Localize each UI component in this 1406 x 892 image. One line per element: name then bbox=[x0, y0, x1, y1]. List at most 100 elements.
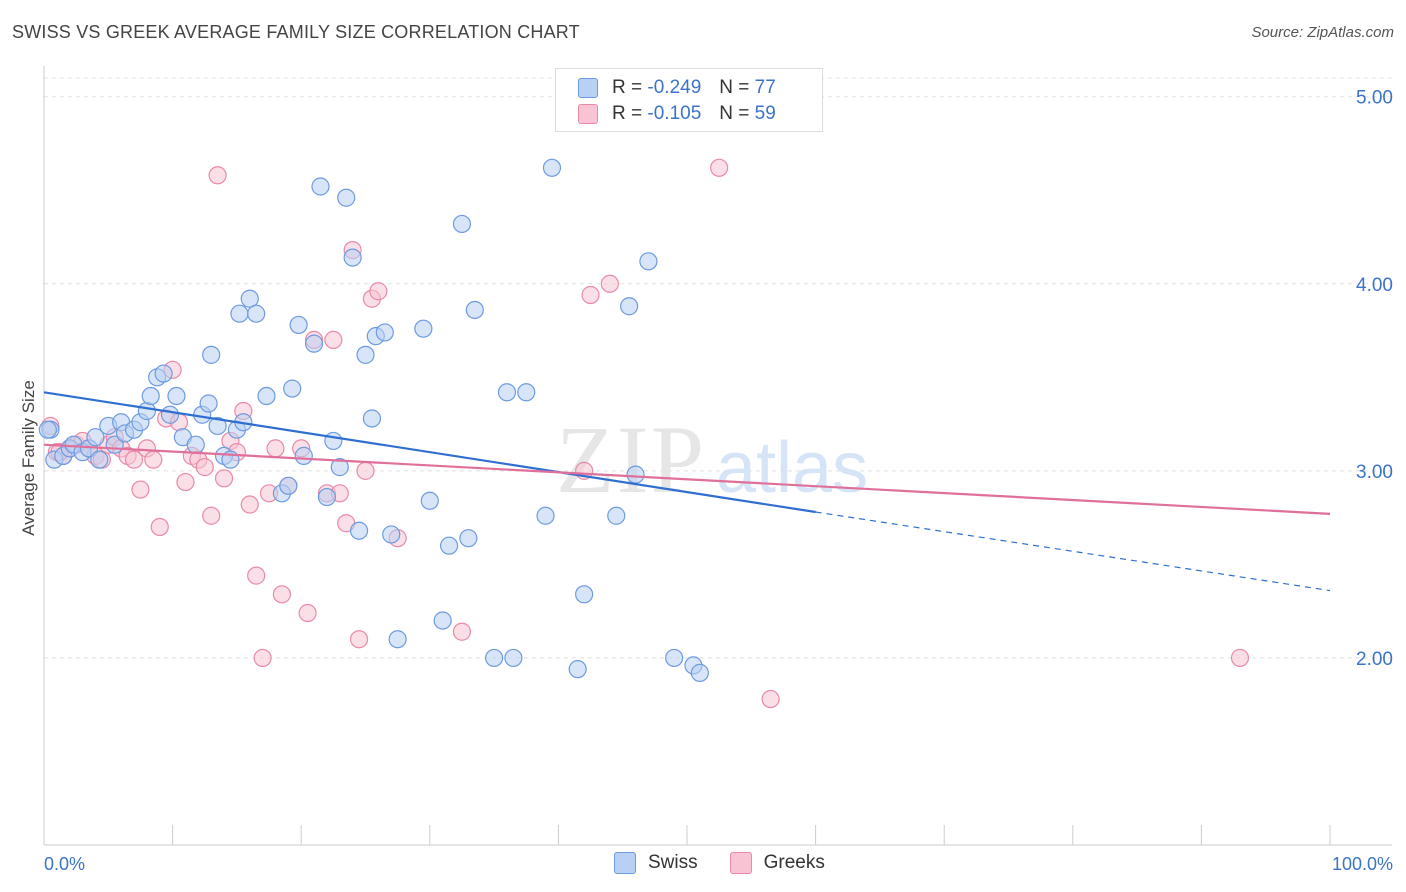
stats-legend: R = -0.249 N = 77 R = -0.105 N = 59 bbox=[555, 68, 823, 132]
swiss-trend-line-extension bbox=[815, 511, 1331, 592]
swiss-legend-swatch bbox=[614, 852, 636, 874]
swiss-n-label: N = bbox=[719, 77, 750, 98]
swiss-point-71 bbox=[626, 465, 645, 484]
greeks-point-47 bbox=[356, 461, 375, 480]
legend-item-swiss[interactable]: Swiss bbox=[614, 852, 698, 874]
swiss-point-42 bbox=[317, 487, 337, 507]
greeks-point-53 bbox=[581, 285, 600, 305]
swiss-point-31 bbox=[230, 304, 249, 323]
swiss-point-72 bbox=[639, 252, 658, 271]
swiss-point-39 bbox=[294, 446, 313, 465]
swiss-swatch bbox=[578, 78, 598, 98]
greeks-point-26 bbox=[208, 166, 227, 185]
swiss-point-48 bbox=[356, 345, 375, 364]
greeks-point-33 bbox=[253, 648, 272, 668]
swiss-point-24 bbox=[199, 394, 218, 413]
swiss-point-51 bbox=[375, 323, 394, 342]
y-tick-labels: 2.00 3.00 4.00 5.00 bbox=[1356, 88, 1393, 670]
greeks-point-24 bbox=[195, 458, 214, 477]
swiss-point-22 bbox=[186, 435, 205, 454]
legend-row-swiss: R = -0.249 N = 77 bbox=[578, 76, 776, 100]
swiss-point-34 bbox=[257, 386, 276, 406]
axes bbox=[43, 66, 1392, 846]
greeks-point-16 bbox=[144, 450, 163, 469]
swiss-point-75 bbox=[690, 663, 709, 682]
swiss-point-8 bbox=[90, 450, 109, 469]
swiss-point-58 bbox=[452, 214, 472, 234]
greeks-point-49 bbox=[369, 282, 388, 301]
legend-row-greeks: R = -0.105 N = 59 bbox=[578, 102, 776, 126]
greeks-legend-swatch bbox=[729, 852, 752, 874]
trend-lines bbox=[43, 391, 1331, 592]
swiss-point-57 bbox=[439, 536, 459, 555]
swiss-point-65 bbox=[536, 506, 555, 525]
series-legend: Swiss Greeks bbox=[614, 852, 857, 874]
swiss-point-59 bbox=[459, 529, 478, 548]
swiss-point-15 bbox=[137, 401, 156, 421]
swiss-point-70 bbox=[620, 297, 639, 316]
swiss-point-47 bbox=[349, 521, 369, 540]
swiss-point-66 bbox=[542, 158, 562, 177]
greeks-point-57 bbox=[1230, 648, 1250, 668]
swiss-point-37 bbox=[283, 379, 302, 398]
y-tick-label-0: 2.00 bbox=[1356, 649, 1393, 670]
greeks-point-32 bbox=[247, 566, 266, 585]
swiss-point-54 bbox=[414, 319, 433, 338]
chart-source: Source: ZipAtlas.com bbox=[1251, 24, 1394, 41]
swiss-trend-line bbox=[43, 391, 816, 514]
swiss-point-64 bbox=[517, 383, 536, 402]
greeks-point-39 bbox=[298, 603, 317, 623]
greeks-swatch bbox=[578, 104, 598, 124]
swiss-point-33 bbox=[247, 304, 266, 323]
y-tick-label-3: 5.00 bbox=[1356, 88, 1393, 109]
swiss-point-68 bbox=[575, 585, 594, 604]
legend-item-greeks[interactable]: Greeks bbox=[729, 852, 825, 874]
greeks-point-36 bbox=[272, 585, 292, 604]
swiss-point-18 bbox=[154, 364, 173, 383]
greeks-legend-label: Greeks bbox=[763, 852, 825, 873]
swiss-point-61 bbox=[485, 648, 504, 668]
greeks-point-51 bbox=[452, 622, 472, 641]
greeks-point-25 bbox=[202, 506, 221, 525]
swiss-point-73 bbox=[665, 648, 684, 668]
swiss-point-25 bbox=[202, 345, 221, 364]
swiss-point-19 bbox=[160, 405, 180, 424]
greeks-point-35 bbox=[266, 439, 285, 458]
swiss-point-36 bbox=[279, 476, 298, 495]
swiss-point-16 bbox=[141, 386, 160, 406]
greeks-point-42 bbox=[324, 330, 343, 350]
greeks-r-value: -0.105 bbox=[647, 103, 702, 124]
swiss-point-56 bbox=[433, 611, 452, 630]
swiss-point-7 bbox=[86, 428, 105, 447]
greeks-point-31 bbox=[240, 495, 259, 514]
greeks-point-13 bbox=[124, 450, 144, 469]
greeks-trend-line bbox=[43, 443, 1331, 515]
swiss-point-76 bbox=[38, 420, 57, 439]
swiss-point-26 bbox=[208, 416, 227, 436]
greeks-point-54 bbox=[600, 274, 619, 293]
swiss-point-45 bbox=[337, 188, 356, 207]
watermark: ZIP atlas bbox=[556, 406, 868, 513]
y-tick-label-2: 4.00 bbox=[1356, 275, 1393, 296]
greeks-n-value: 59 bbox=[754, 103, 776, 124]
swiss-point-69 bbox=[607, 506, 626, 525]
swiss-point-67 bbox=[568, 660, 587, 679]
y-tick-label-1: 3.00 bbox=[1356, 462, 1393, 483]
watermark-zip: ZIP bbox=[556, 406, 706, 513]
swiss-point-60 bbox=[465, 300, 484, 320]
greeks-point-21 bbox=[176, 472, 195, 492]
swiss-point-41 bbox=[311, 177, 330, 196]
swiss-n-value: 77 bbox=[754, 77, 776, 98]
watermark-atlas: atlas bbox=[716, 428, 868, 508]
greeks-point-17 bbox=[150, 517, 169, 537]
swiss-point-46 bbox=[343, 248, 362, 267]
swiss-point-32 bbox=[240, 289, 259, 308]
swiss-r-value: -0.249 bbox=[647, 77, 702, 98]
x-tick-label-min: 0.0% bbox=[44, 854, 85, 874]
greeks-point-56 bbox=[761, 689, 780, 709]
swiss-point-53 bbox=[388, 630, 407, 649]
swiss-legend-label: Swiss bbox=[648, 852, 698, 873]
swiss-point-20 bbox=[167, 386, 186, 406]
swiss-point-52 bbox=[382, 525, 401, 544]
